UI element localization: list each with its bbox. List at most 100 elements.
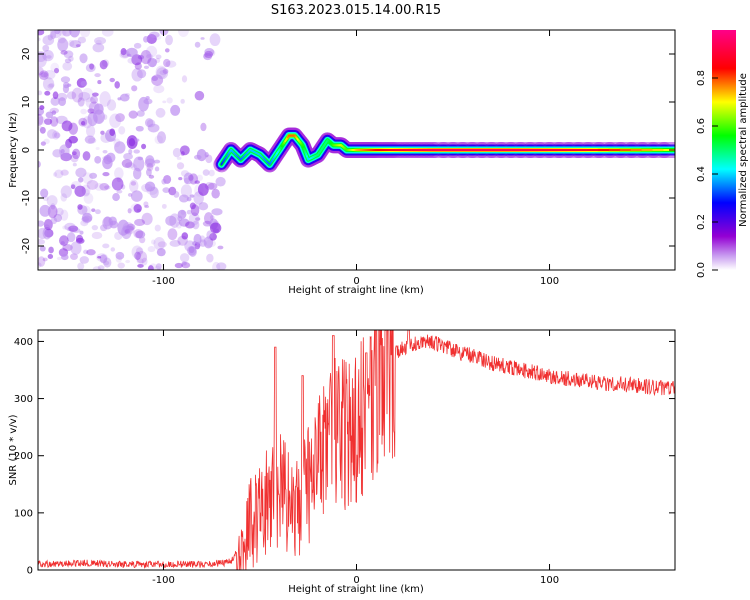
noise-blob: [154, 166, 160, 172]
noise-blob: [173, 191, 180, 198]
noise-blob: [38, 239, 46, 245]
noise-blob: [109, 77, 115, 83]
noise-blob: [128, 110, 138, 119]
noise-blob: [147, 57, 158, 68]
noise-blob: [109, 128, 116, 136]
noise-blob: [53, 213, 63, 223]
noise-blob: [179, 253, 190, 263]
noise-blob: [149, 186, 159, 199]
noise-blob: [156, 248, 166, 257]
noise-blob: [130, 190, 143, 202]
noise-blob: [187, 174, 194, 181]
noise-blob: [70, 153, 79, 163]
noise-blob: [38, 52, 47, 68]
noise-blob: [162, 68, 169, 74]
noise-blob: [162, 187, 170, 193]
noise-blob: [177, 30, 189, 38]
noise-blob: [50, 217, 58, 225]
noise-blob: [153, 84, 165, 94]
noise-blob: [62, 30, 72, 37]
noise-blob: [47, 83, 54, 89]
noise-blob: [93, 103, 104, 115]
noise-blob: [70, 253, 78, 260]
noise-blob: [183, 177, 190, 184]
noise-blob: [155, 54, 162, 60]
noise-blob: [42, 49, 54, 62]
noise-blob: [82, 151, 91, 161]
noise-blob: [180, 98, 185, 104]
noise-blob: [92, 266, 102, 270]
noise-blob: [40, 188, 49, 198]
noise-blob: [94, 73, 101, 78]
noise-blob: [94, 183, 105, 191]
noise-blob: [111, 177, 124, 191]
noise-blob: [116, 189, 123, 194]
colorbar-tick-label: 0.6: [696, 118, 707, 134]
noise-blob: [79, 230, 84, 235]
colorbar-label: Normalized spectral amplitude: [738, 73, 749, 227]
noise-blob: [79, 256, 90, 264]
noise-blob: [102, 150, 108, 154]
noise-blob: [110, 247, 116, 252]
noise-blob: [167, 228, 178, 241]
noise-blob: [47, 204, 58, 219]
noise-blob: [58, 97, 67, 106]
noise-blob: [170, 104, 181, 116]
noise-blob: [38, 262, 42, 268]
snr-xlabel: Height of straight line (km): [288, 584, 424, 595]
noise-blob: [141, 183, 153, 193]
noise-blob: [146, 168, 152, 177]
noise-blob: [106, 152, 116, 163]
noise-blob: [204, 50, 214, 59]
noise-blob: [189, 202, 196, 210]
noise-blob: [40, 72, 48, 78]
noise-blob: [144, 118, 154, 128]
noise-blob: [114, 141, 126, 154]
noise-blob: [134, 251, 141, 260]
noise-blob: [38, 113, 44, 126]
noise-blob: [52, 130, 60, 140]
noise-blob: [51, 110, 57, 116]
noise-blob: [131, 54, 143, 66]
noise-blob: [84, 135, 96, 144]
noise-blob: [97, 256, 102, 259]
spectrogram-heatmap: [38, 30, 675, 270]
noise-blob: [128, 138, 136, 147]
noise-blob: [197, 183, 209, 196]
noise-blob: [79, 53, 88, 64]
noise-blob: [61, 254, 69, 261]
noise-blob: [134, 138, 140, 142]
noise-blob: [136, 258, 144, 264]
noise-blob: [180, 184, 192, 198]
noise-blob: [123, 153, 133, 160]
noise-blob: [111, 181, 121, 189]
noise-blob: [217, 245, 224, 250]
noise-blob: [77, 36, 87, 44]
noise-blob: [156, 131, 167, 144]
noise-blob: [168, 186, 177, 196]
figure-title: S163.2023.015.14.00.R15: [271, 3, 441, 18]
noise-blob: [73, 228, 81, 233]
snr-panel: -100 0 100 0 100 200 300 400 Height of straight…: [8, 329, 676, 595]
noise-blob: [125, 162, 135, 169]
noise-blob: [102, 171, 110, 177]
noise-blob: [176, 162, 185, 170]
noise-blob: [82, 188, 90, 197]
noise-blob: [195, 217, 201, 221]
noise-blob: [61, 120, 73, 132]
noise-blob: [60, 185, 72, 198]
noise-blob: [47, 129, 58, 139]
x-tick-label: 0: [353, 575, 359, 586]
noise-blob: [43, 70, 56, 80]
noise-blob: [212, 261, 221, 270]
noise-blob: [161, 203, 167, 209]
noise-blob: [38, 125, 43, 131]
noise-blob: [72, 148, 81, 160]
noise-blob: [62, 225, 67, 230]
noise-blob: [112, 193, 120, 202]
x-tick-label: -100: [152, 276, 175, 287]
noise-blob: [205, 239, 216, 248]
noise-blob: [50, 203, 56, 210]
noise-blob: [134, 62, 142, 70]
noise-blob: [145, 45, 158, 58]
